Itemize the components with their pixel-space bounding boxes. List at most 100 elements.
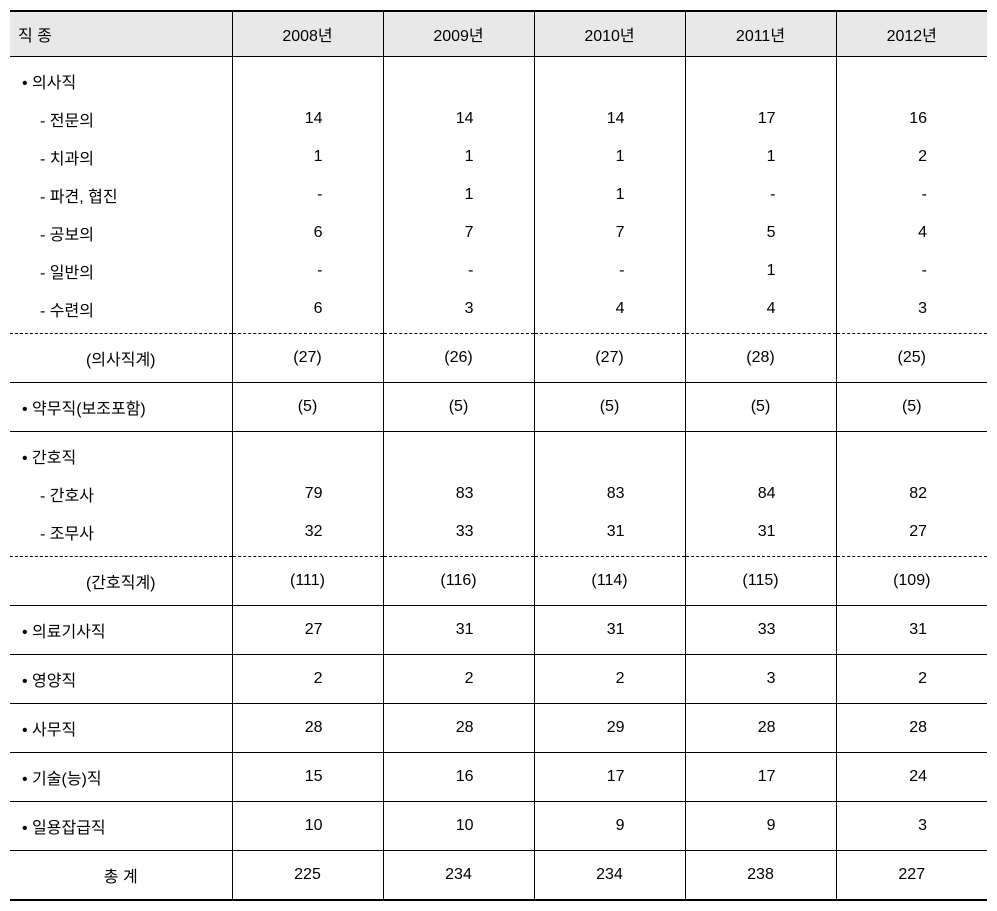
cell-value: 2: [383, 655, 534, 704]
cell-value: 5: [685, 214, 836, 252]
cell-value: 14: [383, 100, 534, 138]
cell-value: 9: [685, 802, 836, 851]
table-row: • 의료기사직 27 31 31 33 31: [10, 606, 987, 655]
cell-value: 28: [383, 704, 534, 753]
header-year-3: 2011년: [685, 11, 836, 57]
cell-value: 14: [534, 100, 685, 138]
cell-value: 31: [383, 606, 534, 655]
cell-value: 2: [836, 138, 987, 176]
table-row: • 기술(능)직 15 16 17 17 24: [10, 753, 987, 802]
table-row: - 치과의 1 1 1 1 2: [10, 138, 987, 176]
cell-value: (5): [534, 383, 685, 432]
cell-value: -: [836, 252, 987, 290]
cell-value: 31: [534, 513, 685, 557]
doctor-subtotal-row: (의사직계) (27) (26) (27) (28) (25): [10, 334, 987, 383]
row-label: • 일용잡급직: [10, 802, 232, 851]
header-category: 직 종: [10, 11, 232, 57]
cell-value: 14: [232, 100, 383, 138]
cell-value: 1: [534, 138, 685, 176]
row-label: • 의료기사직: [10, 606, 232, 655]
cell-value: 6: [232, 214, 383, 252]
cell-value: 33: [383, 513, 534, 557]
cell-value: 17: [685, 753, 836, 802]
header-year-1: 2009년: [383, 11, 534, 57]
row-label: - 전문의: [10, 100, 232, 138]
row-label: - 치과의: [10, 138, 232, 176]
subtotal-value: (114): [534, 557, 685, 606]
cell-value: 17: [534, 753, 685, 802]
table-row: - 간호사 79 83 83 84 82: [10, 475, 987, 513]
cell-value: 1: [232, 138, 383, 176]
cell-value: 27: [836, 513, 987, 557]
cell-value: 10: [383, 802, 534, 851]
header-year-2: 2010년: [534, 11, 685, 57]
doctor-group-title: • 의사직: [10, 57, 232, 101]
table-row: - 일반의 - - - 1 -: [10, 252, 987, 290]
cell-value: -: [685, 176, 836, 214]
table-row: - 수련의 6 3 4 4 3: [10, 290, 987, 334]
row-label: - 파견, 협진: [10, 176, 232, 214]
cell-value: 16: [836, 100, 987, 138]
subtotal-value: (116): [383, 557, 534, 606]
cell-value: 7: [383, 214, 534, 252]
cell-value: 31: [534, 606, 685, 655]
total-value: 227: [836, 851, 987, 901]
cell-value: 24: [836, 753, 987, 802]
cell-value: -: [232, 252, 383, 290]
doctor-group-title-row: • 의사직: [10, 57, 987, 101]
cell-value: 2: [534, 655, 685, 704]
pharmacy-row: • 약무직(보조포함) (5) (5) (5) (5) (5): [10, 383, 987, 432]
cell-value: (5): [383, 383, 534, 432]
cell-value: -: [232, 176, 383, 214]
subtotal-value: (115): [685, 557, 836, 606]
row-label: - 간호사: [10, 475, 232, 513]
cell-value: 7: [534, 214, 685, 252]
cell-value: 2: [232, 655, 383, 704]
cell-value: 4: [685, 290, 836, 334]
subtotal-value: (109): [836, 557, 987, 606]
table-row: • 사무직 28 28 29 28 28: [10, 704, 987, 753]
total-value: 225: [232, 851, 383, 901]
cell-value: 10: [232, 802, 383, 851]
cell-value: 3: [685, 655, 836, 704]
row-label: - 공보의: [10, 214, 232, 252]
cell-value: 28: [232, 704, 383, 753]
cell-value: (5): [232, 383, 383, 432]
table-row: - 공보의 6 7 7 5 4: [10, 214, 987, 252]
table-row: • 영양직 2 2 2 3 2: [10, 655, 987, 704]
header-year-0: 2008년: [232, 11, 383, 57]
subtotal-value: (26): [383, 334, 534, 383]
nursing-group-title-row: • 간호직: [10, 432, 987, 476]
row-label: - 일반의: [10, 252, 232, 290]
row-label: • 영양직: [10, 655, 232, 704]
header-year-4: 2012년: [836, 11, 987, 57]
cell-value: 1: [383, 138, 534, 176]
table-row: - 조무사 32 33 31 31 27: [10, 513, 987, 557]
cell-value: 1: [534, 176, 685, 214]
subtotal-value: (111): [232, 557, 383, 606]
total-value: 234: [534, 851, 685, 901]
cell-value: 32: [232, 513, 383, 557]
cell-value: 84: [685, 475, 836, 513]
cell-value: 4: [534, 290, 685, 334]
staff-table: 직 종 2008년 2009년 2010년 2011년 2012년 • 의사직 …: [10, 10, 987, 901]
table-row: - 파견, 협진 - 1 1 - -: [10, 176, 987, 214]
table-header: 직 종 2008년 2009년 2010년 2011년 2012년: [10, 11, 987, 57]
subtotal-value: (28): [685, 334, 836, 383]
subtotal-value: (27): [232, 334, 383, 383]
total-value: 238: [685, 851, 836, 901]
cell-value: 83: [534, 475, 685, 513]
cell-value: 3: [836, 290, 987, 334]
total-label: 총 계: [10, 851, 232, 901]
row-label: - 조무사: [10, 513, 232, 557]
cell-value: 31: [685, 513, 836, 557]
cell-value: 82: [836, 475, 987, 513]
row-label: - 수련의: [10, 290, 232, 334]
table-row: • 일용잡급직 10 10 9 9 3: [10, 802, 987, 851]
cell-value: 1: [685, 138, 836, 176]
row-label: • 사무직: [10, 704, 232, 753]
cell-value: 1: [383, 176, 534, 214]
cell-value: (5): [685, 383, 836, 432]
row-label: • 약무직(보조포함): [10, 383, 232, 432]
total-value: 234: [383, 851, 534, 901]
